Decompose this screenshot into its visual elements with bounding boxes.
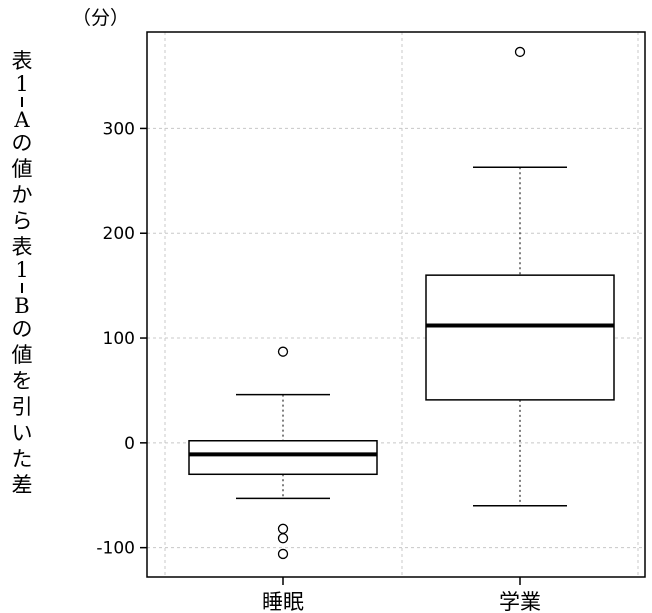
outlier-point — [277, 346, 289, 357]
y-tick-label: -100 — [96, 539, 135, 559]
x-tick-label: 睡眠 — [262, 590, 304, 613]
y-axis-label-char: 差 — [11, 473, 33, 497]
outlier-point — [514, 46, 526, 58]
y-axis-label-char: 表 — [11, 49, 33, 73]
y-axis-label-char: い — [11, 421, 33, 445]
x-tick-label: 学業 — [499, 590, 541, 613]
y-axis-label-char: を — [11, 369, 33, 393]
outlier-point — [277, 523, 289, 534]
y-axis-label-char: 引 — [11, 395, 33, 419]
y-tick-label: 300 — [103, 119, 135, 139]
y-axis-label-dash — [21, 97, 23, 107]
y-axis-label-char: 1 — [15, 72, 29, 96]
y-axis-label-char: 表 — [11, 235, 33, 259]
y-axis-label-char: ら — [11, 209, 33, 233]
y-tick-label: 0 — [124, 434, 135, 454]
y-axis-label-dash — [21, 283, 23, 293]
y-axis-label-char: か — [11, 183, 33, 207]
y-axis-label-char: B — [14, 294, 30, 318]
y-axis-label-char: の — [11, 317, 33, 341]
y-tick-label: 200 — [103, 224, 135, 244]
y-axis-unit: （分） — [72, 7, 129, 29]
box-iqr — [425, 274, 615, 401]
y-axis-label-char: た — [11, 447, 33, 471]
y-tick-label: 100 — [103, 329, 135, 349]
plot-frame — [146, 31, 646, 578]
outlier-point — [277, 548, 289, 560]
y-axis-label-char: 値 — [11, 157, 33, 181]
outlier-point — [277, 533, 289, 544]
y-axis-label-char: 値 — [11, 343, 33, 367]
y-axis-label-char: A — [14, 108, 30, 132]
y-axis-label-char: 1 — [15, 258, 29, 282]
y-axis-label-char: の — [11, 131, 33, 155]
box-iqr — [188, 440, 378, 476]
